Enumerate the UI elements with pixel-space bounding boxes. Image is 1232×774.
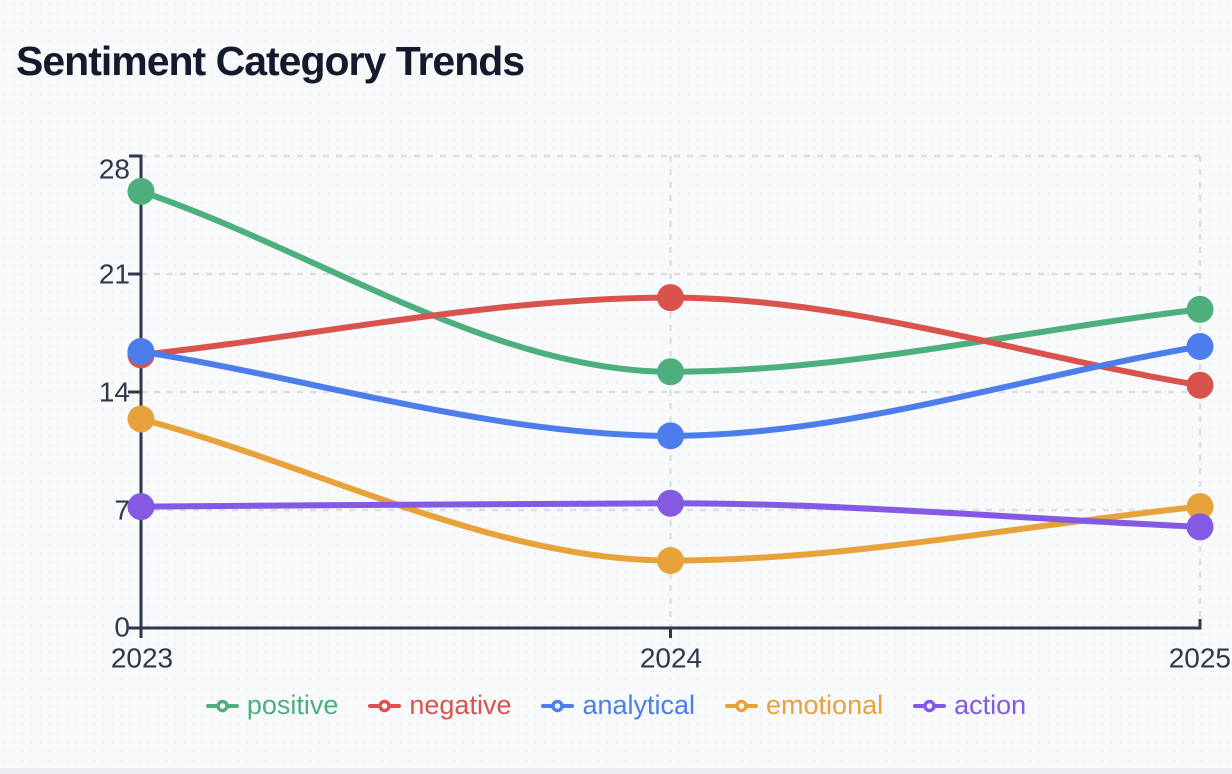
legend: positive negative analytical emotional a… bbox=[0, 692, 1232, 719]
y-tick-label-21: 21 bbox=[99, 259, 130, 290]
legend-label: emotional bbox=[766, 690, 884, 720]
x-tick-label-2023: 2023 bbox=[111, 643, 173, 674]
legend-label: action bbox=[954, 690, 1027, 720]
chart-title: Sentiment Category Trends bbox=[16, 38, 525, 84]
legend-line-marker-icon bbox=[725, 699, 759, 712]
legend-line-marker-icon bbox=[368, 699, 402, 712]
legend-label: analytical bbox=[582, 690, 696, 720]
bottom-edge-strip bbox=[0, 768, 1232, 774]
series-lines bbox=[127, 177, 1214, 575]
legend-label: positive bbox=[246, 690, 339, 720]
legend-line-marker-icon bbox=[541, 699, 575, 712]
legend-item-analytical[interactable]: analytical bbox=[541, 692, 695, 719]
y-tick-label-28: 28 bbox=[99, 154, 130, 185]
x-tick-label-2025: 2025 bbox=[1169, 643, 1231, 674]
legend-line-marker-icon bbox=[205, 699, 239, 712]
tick-labels: 28 21 14 7 0 2023 2024 2025 bbox=[99, 154, 1231, 674]
legend-item-positive[interactable]: positive bbox=[205, 690, 339, 720]
legend-item-negative[interactable]: negative bbox=[368, 692, 511, 719]
y-tick-label-7: 7 bbox=[114, 495, 130, 526]
legend-label: negative bbox=[409, 690, 512, 720]
y-tick-label-14: 14 bbox=[99, 377, 130, 408]
y-tick-label-0: 0 bbox=[114, 612, 130, 643]
legend-item-action[interactable]: action bbox=[913, 692, 1026, 719]
legend-item-emotional[interactable]: emotional bbox=[725, 692, 883, 719]
x-tick-label-2024: 2024 bbox=[640, 643, 702, 674]
legend-line-marker-icon bbox=[913, 699, 947, 712]
